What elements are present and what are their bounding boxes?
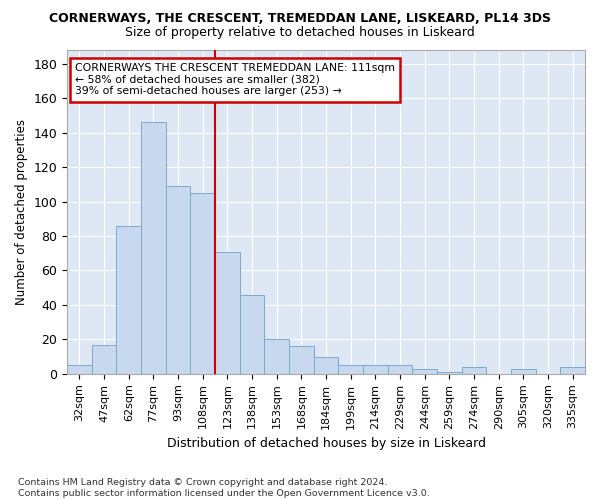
Bar xyxy=(289,346,314,374)
Bar xyxy=(141,122,166,374)
Bar xyxy=(388,365,412,374)
Bar xyxy=(67,365,92,374)
Bar xyxy=(437,372,462,374)
Bar xyxy=(560,367,585,374)
Bar xyxy=(92,344,116,374)
Bar xyxy=(190,193,215,374)
Bar xyxy=(363,365,388,374)
Bar xyxy=(338,365,363,374)
Bar xyxy=(166,186,190,374)
Bar xyxy=(116,226,141,374)
Text: CORNERWAYS THE CRESCENT TREMEDDAN LANE: 111sqm
← 58% of detached houses are smal: CORNERWAYS THE CRESCENT TREMEDDAN LANE: … xyxy=(75,63,395,96)
X-axis label: Distribution of detached houses by size in Liskeard: Distribution of detached houses by size … xyxy=(167,437,485,450)
Text: Contains HM Land Registry data © Crown copyright and database right 2024.
Contai: Contains HM Land Registry data © Crown c… xyxy=(18,478,430,498)
Bar xyxy=(314,356,338,374)
Text: CORNERWAYS, THE CRESCENT, TREMEDDAN LANE, LISKEARD, PL14 3DS: CORNERWAYS, THE CRESCENT, TREMEDDAN LANE… xyxy=(49,12,551,26)
Bar xyxy=(215,252,240,374)
Text: Size of property relative to detached houses in Liskeard: Size of property relative to detached ho… xyxy=(125,26,475,39)
Bar xyxy=(240,294,265,374)
Bar xyxy=(462,367,487,374)
Bar xyxy=(265,340,289,374)
Y-axis label: Number of detached properties: Number of detached properties xyxy=(15,119,28,305)
Bar xyxy=(511,368,536,374)
Bar xyxy=(412,368,437,374)
